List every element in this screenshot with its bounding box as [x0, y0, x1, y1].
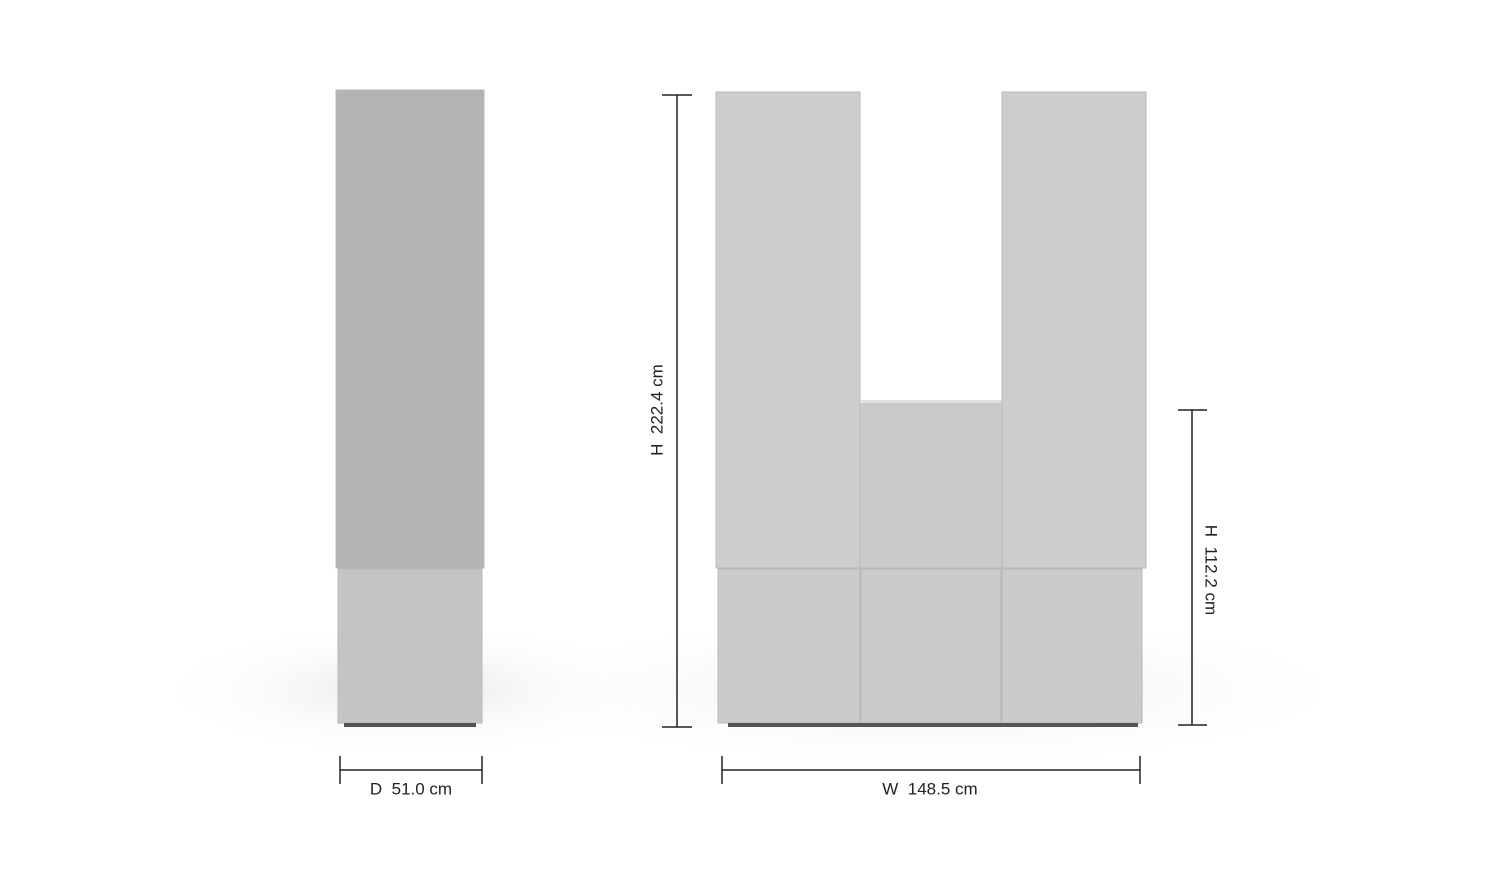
dimension-label: H 112.2 cm: [1202, 525, 1221, 615]
dimension-label: H 222.4 cm: [647, 364, 666, 456]
side-panel-upper: [335, 89, 485, 569]
door-upper-middle: [859, 403, 1003, 569]
low-height-dimension: H 112.2 cm: [1178, 409, 1221, 726]
front-view-cabinets: [715, 91, 1147, 727]
door-lower-left: [717, 568, 861, 724]
top-surface: [860, 400, 1002, 404]
door-upper-left: [715, 91, 861, 569]
width-dimension: W 148.5 cm: [721, 756, 1141, 798]
plinth: [344, 723, 476, 727]
side-panel-lower: [337, 568, 483, 724]
depth-dimension: D 51.0 cm: [339, 756, 483, 798]
side-view-cabinet: [335, 89, 485, 727]
dimension-label: D 51.0 cm: [370, 779, 452, 798]
door-upper-right: [1001, 91, 1147, 569]
door-lower-right: [1001, 568, 1143, 724]
dimension-label: W 148.5 cm: [882, 779, 977, 798]
plinth: [728, 723, 1138, 727]
total-height-dimension: H 222.4 cm: [647, 94, 692, 728]
door-lower-middle: [860, 568, 1002, 724]
